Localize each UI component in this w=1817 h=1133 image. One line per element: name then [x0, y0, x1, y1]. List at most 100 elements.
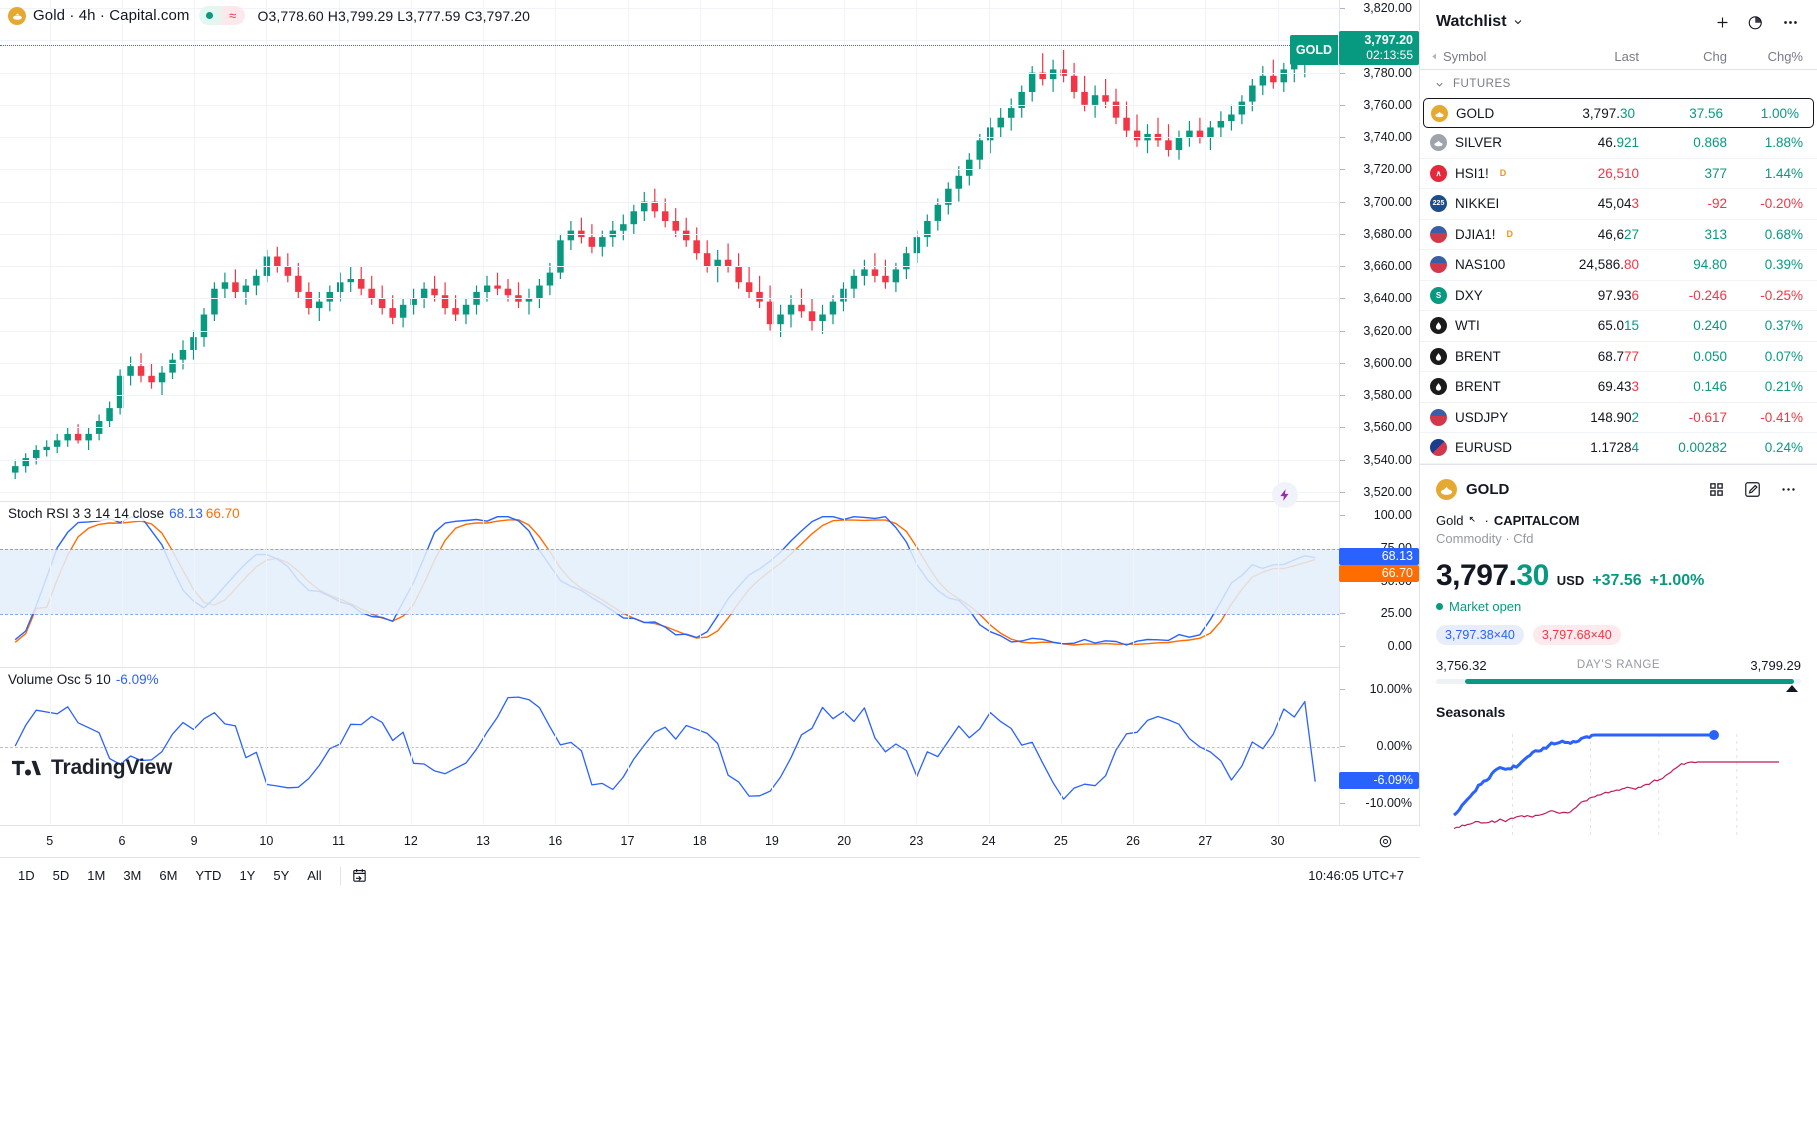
watchlist-symbol[interactable]: WTI: [1430, 317, 1551, 335]
watchlist-symbol[interactable]: BRENT: [1430, 347, 1551, 365]
calendar-goto-icon[interactable]: [351, 867, 369, 885]
watchlist-row-silver[interactable]: SILVER 46.921 0.868 1.88%: [1420, 128, 1817, 159]
stoch-rsi-title: Stoch RSI 3 3 14 14 close: [8, 506, 165, 521]
silver-coin-icon: [1430, 134, 1447, 152]
symbol-price: 3,797.30: [1436, 559, 1549, 593]
watchlist-row-dxy[interactable]: S DXY 97.936 -0.246 -0.25%: [1420, 281, 1817, 311]
bid-pill[interactable]: 3,797.38×40: [1436, 624, 1524, 645]
market-open-dot: [198, 6, 221, 25]
price-pane[interactable]: [0, 0, 1340, 500]
time-axis[interactable]: 5 6 9 10 11 12 13 16 17 18 19 20 23 24 25 26 27 30: [0, 825, 1420, 857]
stoch-d-badge: 66.70: [1339, 564, 1419, 582]
volume-axis-tick: [1340, 803, 1345, 804]
watchlist-row-brent[interactable]: BRENT 68.777 0.050 0.07%: [1420, 342, 1817, 372]
range-button-ytd[interactable]: YTD: [195, 868, 222, 883]
watchlist-symbol[interactable]: SILVER: [1430, 134, 1551, 152]
watchlist-symbol[interactable]: BRENT: [1430, 378, 1551, 396]
candlestick-svg: [12, 41, 1308, 479]
watchlist-row-eurusd[interactable]: EURUSD 1.17284 0.00282 0.24%: [1420, 433, 1817, 464]
column-chg[interactable]: Chg: [1703, 49, 1727, 64]
range-button-1y[interactable]: 1Y: [239, 868, 256, 883]
column-chgp[interactable]: Chg%: [1767, 49, 1803, 64]
symbol-change: +37.56: [1592, 571, 1642, 589]
lightning-icon[interactable]: [1272, 482, 1298, 508]
watchlist-symbol[interactable]: EURUSD: [1430, 439, 1551, 457]
watchlist-row-nas100[interactable]: NAS100 24,586.80 94.80 0.39%: [1420, 250, 1817, 281]
delayed-data-flag: D: [1506, 229, 1514, 240]
range-button-all[interactable]: All: [307, 868, 322, 883]
watchlist-symbol[interactable]: 225 NIKKEI: [1430, 195, 1551, 213]
range-button-1m[interactable]: 1M: [87, 868, 106, 883]
pencil-icon[interactable]: [1739, 477, 1765, 503]
seasonals-svg: [1453, 729, 1779, 836]
watchlist-symbol[interactable]: GOLD: [1431, 104, 1547, 122]
gridline: [0, 395, 1340, 397]
price-axis-label: 3,820.00: [1363, 1, 1412, 16]
watchlist-chg: -92: [1707, 196, 1727, 212]
stoch-rsi-pane[interactable]: Stoch RSI 3 3 14 14 close 68.13 66.70: [0, 501, 1340, 666]
range-buttons: 1D 5D 1M 3M 6M YTD 1Y 5Y All: [0, 865, 330, 886]
watchlist-last: 45,043: [1597, 196, 1639, 212]
watchlist-group-futures[interactable]: FUTURES: [1420, 70, 1817, 98]
watchlist-row-nikkei[interactable]: 225 NIKKEI 45,043 -92 -0.20%: [1420, 189, 1817, 220]
range-button-5y[interactable]: 5Y: [273, 868, 290, 883]
price-scale[interactable]: 3,820.003,800.003,780.003,760.003,740.00…: [1339, 0, 1419, 825]
pie-chart-icon[interactable]: [1743, 9, 1769, 35]
bar-countdown: 02:13:55: [1366, 47, 1413, 62]
last-price-line: [0, 44, 1340, 46]
chevron-down-icon[interactable]: [1512, 16, 1524, 28]
stoch-d-value: 66.70: [205, 506, 240, 521]
ask-pill[interactable]: 3,797.68×40: [1532, 624, 1621, 645]
volume-osc-pane[interactable]: Volume Osc 5 10 -6.09%: [0, 667, 1340, 825]
last-price-tag: GOLD: [1289, 34, 1338, 65]
volume-axis-label: 0.00%: [1376, 739, 1412, 753]
range-button-5d[interactable]: 5D: [52, 868, 70, 883]
range-button-3m[interactable]: 3M: [123, 868, 142, 883]
price-axis-tick: [1340, 459, 1345, 461]
watchlist-symbol[interactable]: S DXY: [1430, 286, 1551, 304]
column-last[interactable]: Last: [1614, 49, 1639, 64]
watchlist-symbol[interactable]: NAS100: [1430, 256, 1551, 274]
gridline-vertical: [916, 502, 918, 666]
sort-caret-icon[interactable]: [1430, 52, 1439, 61]
stoch-axis-label: 25.00: [1380, 606, 1412, 621]
chevron-down-icon[interactable]: [1434, 79, 1445, 90]
external-link-icon[interactable]: [1468, 515, 1479, 526]
watchlist-row-gold[interactable]: GOLD 3,797.30 37.56 1.00%: [1423, 98, 1814, 128]
volume-osc-legend[interactable]: Volume Osc 5 10 -6.09%: [8, 672, 162, 687]
watchlist-row-hsi1[interactable]: ∧ HSI1! D 26,510 377 1.44%: [1420, 159, 1817, 189]
seasonals-chart[interactable]: [1436, 728, 1801, 838]
watchlist-chg: 0.00282: [1678, 440, 1727, 456]
gridline-vertical: [338, 668, 340, 825]
plus-icon[interactable]: [1709, 9, 1735, 35]
stoch-rsi-legend[interactable]: Stoch RSI 3 3 14 14 close 68.13 66.70: [8, 506, 243, 521]
watchlist-symbol[interactable]: DJIA1! D: [1430, 225, 1551, 243]
watchlist-chgp: 1.00%: [1760, 105, 1799, 121]
clock-display[interactable]: 10:46:05 UTC+7: [1308, 868, 1404, 883]
range-toolbar[interactable]: 1D 5D 1M 3M 6M YTD 1Y 5Y All 10:46:05 UTC+7: [0, 857, 1420, 893]
more-horizontal-icon[interactable]: [1777, 9, 1803, 35]
watchlist-chgp: 0.21%: [1764, 379, 1803, 395]
watchlist-row-djia1[interactable]: DJIA1! D 46,627 313 0.68%: [1420, 220, 1817, 250]
chart-symbol-title[interactable]: Gold · 4h · Capital.com: [33, 7, 190, 24]
gridline-vertical: [844, 668, 846, 825]
watchlist-title[interactable]: Watchlist: [1436, 13, 1507, 30]
watchlist-symbol[interactable]: USDJPY: [1430, 408, 1551, 426]
range-button-1d[interactable]: 1D: [18, 868, 35, 883]
watchlist-row-usdjpy[interactable]: USDJPY 148.902 -0.617 -0.41%: [1420, 403, 1817, 433]
more-horizontal-icon[interactable]: [1775, 477, 1801, 503]
range-button-6m[interactable]: 6M: [159, 868, 178, 883]
watchlist-symbol[interactable]: ∧ HSI1! D: [1430, 164, 1551, 182]
chart-area[interactable]: Gold · 4h · Capital.com ≈ O3,778.60 H3,7…: [0, 0, 1420, 893]
gear-icon[interactable]: [1378, 834, 1394, 850]
watchlist-row-brent[interactable]: BRENT 69.433 0.146 0.21%: [1420, 372, 1817, 403]
oil-drop-icon: [1430, 317, 1447, 335]
watchlist-rows[interactable]: GOLD 3,797.30 37.56 1.00% SILVER 46.921 0.868 1…: [1420, 98, 1817, 464]
watchlist-row-wti[interactable]: WTI 65.015 0.240 0.37%: [1420, 311, 1817, 342]
day-range-bar: [1436, 678, 1801, 692]
column-symbol[interactable]: Symbol: [1430, 49, 1551, 64]
right-panel[interactable]: Watchlist Symbol Last Chg Chg% FUTURES: [1420, 0, 1817, 868]
grid-view-icon[interactable]: [1703, 477, 1729, 503]
stoch-axis-tick: [1340, 515, 1345, 516]
gridline-vertical: [1205, 668, 1207, 825]
